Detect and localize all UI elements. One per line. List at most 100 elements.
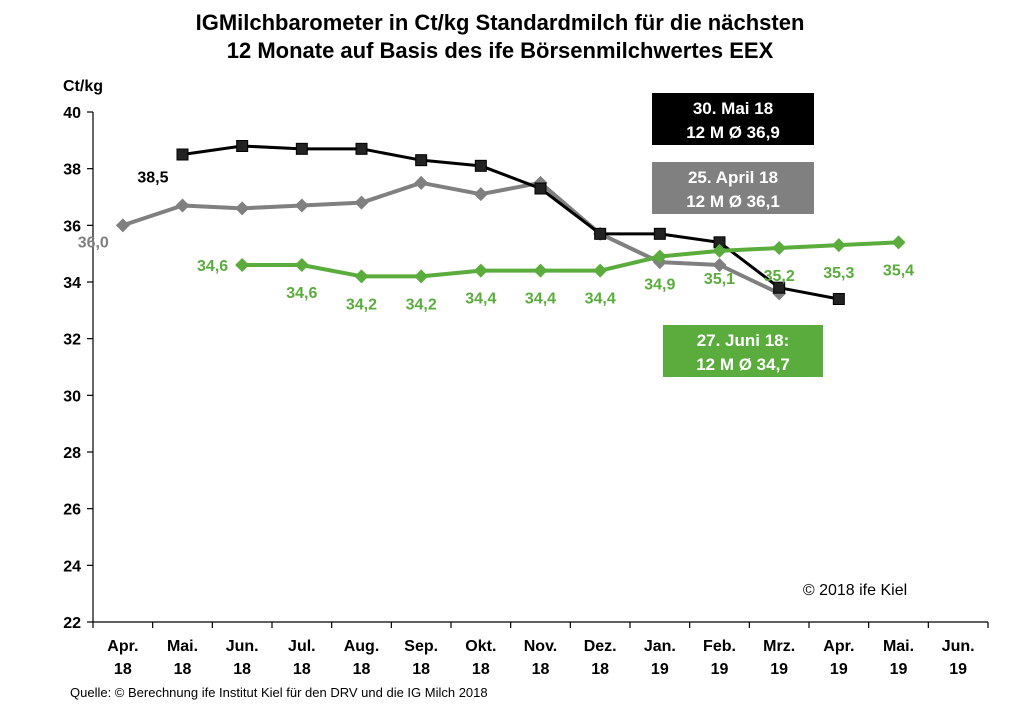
x-tick-label-year: 18 <box>293 661 311 678</box>
data-point-marker <box>653 227 666 240</box>
x-tick-label-year: 18 <box>412 661 430 678</box>
data-point-marker <box>176 148 189 161</box>
x-tick-label-year: 18 <box>591 661 609 678</box>
data-point-marker <box>294 258 309 272</box>
data-point-marker <box>354 195 369 210</box>
series-layer <box>115 140 906 305</box>
series-line <box>122 180 781 296</box>
x-tick-label-month: Jun. <box>942 638 975 655</box>
data-point-marker <box>115 218 130 233</box>
x-tick-label-month: Mai. <box>167 638 198 655</box>
data-label: 35,1 <box>704 271 735 288</box>
data-point-marker <box>236 140 249 152</box>
x-tick-label-year: 19 <box>949 661 967 678</box>
data-point-marker <box>652 249 667 264</box>
data-point-marker <box>414 269 429 284</box>
y-tick-label: 28 <box>63 445 81 462</box>
x-tick-label-year: 19 <box>711 661 729 678</box>
data-point-marker <box>473 263 488 278</box>
data-point-marker <box>831 238 846 253</box>
y-tick-label: 30 <box>63 388 81 405</box>
data-label: 35,4 <box>883 262 914 279</box>
x-tick-label-year: 19 <box>651 661 669 678</box>
data-label: 34,6 <box>286 285 317 302</box>
data-point-marker <box>235 258 250 272</box>
x-tick-label-month: Apr. <box>823 638 854 655</box>
data-point-marker <box>773 281 786 294</box>
x-tick-label-month: Okt. <box>465 638 496 655</box>
legend-box-average: 12 M Ø 36,1 <box>686 192 780 211</box>
data-point-marker <box>415 154 428 167</box>
data-label: 34,6 <box>197 258 228 275</box>
data-point-marker <box>473 187 488 202</box>
data-point-marker <box>533 263 548 278</box>
x-tick-label-month: Sep. <box>404 638 438 655</box>
legend-box-average: 12 M Ø 34,7 <box>696 355 790 374</box>
x-tick-label-year: 18 <box>174 661 192 678</box>
series-3 <box>235 235 906 284</box>
data-point-marker <box>175 198 190 213</box>
data-point-marker <box>534 182 547 195</box>
data-point-marker <box>354 269 369 284</box>
y-tick-label: 32 <box>63 332 81 349</box>
data-point-marker <box>414 175 429 190</box>
data-point-marker <box>594 227 607 240</box>
x-tick-label-month: Jul. <box>288 638 316 655</box>
legend-box-3: 27. Juni 18: 12 M Ø 34,7 <box>663 325 823 377</box>
data-point-marker <box>295 142 308 155</box>
chart-title-line-1: IGMilchbarometer in Ct/kg Standardmilch … <box>196 10 805 35</box>
x-tick-label-year: 18 <box>353 661 371 678</box>
data-label: 35,2 <box>764 268 795 285</box>
copyright-note: © 2018 ife Kiel <box>803 582 907 599</box>
data-point-marker <box>832 293 845 305</box>
data-point-marker <box>712 258 727 272</box>
data-point-marker <box>891 235 906 250</box>
x-tick-label-month: Mrz. <box>763 638 795 655</box>
legend-box-title: 30. Mai 18 <box>693 99 773 118</box>
legend-box-background <box>652 93 814 145</box>
x-tick-label-year: 18 <box>472 661 490 678</box>
data-label: 35,3 <box>823 265 854 282</box>
chart-title-line-2: 12 Monate auf Basis des ife Börsenmilchw… <box>227 38 774 63</box>
x-tick-label-year: 18 <box>114 661 132 678</box>
legend-box-background <box>663 325 823 377</box>
y-tick-label: 38 <box>63 162 81 179</box>
legend-box-average: 12 M Ø 36,9 <box>686 123 780 142</box>
axes: 22 24 26 28 30 32 34 36 38 40 Apr. 18 Mai. 18 Jun. 18 Ju… <box>63 105 989 678</box>
y-tick-label: 34 <box>63 275 81 292</box>
x-tick-label-month: Dez. <box>584 638 617 655</box>
data-label: 34,4 <box>465 291 496 308</box>
data-label: 34,9 <box>644 277 675 294</box>
series-line <box>242 240 899 279</box>
data-point-marker <box>712 243 727 258</box>
x-tick-label-month: Jun. <box>226 638 259 655</box>
data-point-marker <box>593 263 608 278</box>
x-tick-label-year: 19 <box>830 661 848 678</box>
x-tick-label-month: Mai. <box>883 638 914 655</box>
legend-box-1: 30. Mai 18 12 M Ø 36,9 <box>652 93 814 145</box>
x-tick-label-year: 19 <box>890 661 908 678</box>
data-label: 34,4 <box>585 291 616 308</box>
legend-box-title: 27. Juni 18: <box>697 331 790 350</box>
x-tick-label-year: 18 <box>532 661 550 678</box>
data-label: 34,2 <box>406 296 437 313</box>
data-label: 36,0 <box>78 234 109 251</box>
legend-box-background <box>652 162 814 214</box>
source-note: Quelle: © Berechnung ife Institut Kiel f… <box>70 685 488 700</box>
y-tick-label: 26 <box>63 502 81 519</box>
data-point-marker <box>772 241 787 255</box>
data-label: 34,4 <box>525 291 556 308</box>
data-point-marker <box>235 201 250 216</box>
data-labels-layer: 36,0 38,5 34,6 34,6 34,2 34,2 34,4 34,4 34,4 34,9… <box>78 170 914 314</box>
x-tick-label-month: Apr. <box>107 638 138 655</box>
y-tick-label: 22 <box>63 615 81 632</box>
legend-boxes: 30. Mai 18 12 M Ø 36,9 25. April 18 12 M Ø … <box>652 93 823 377</box>
x-tick-label-year: 19 <box>770 661 788 678</box>
legend-box-title: 25. April 18 <box>688 168 778 187</box>
x-tick-label-month: Jan. <box>644 638 676 655</box>
data-point-marker <box>355 142 368 155</box>
y-tick-label: 36 <box>63 218 81 235</box>
y-tick-label: 40 <box>63 105 81 122</box>
legend-box-2: 25. April 18 12 M Ø 36,1 <box>652 162 814 214</box>
